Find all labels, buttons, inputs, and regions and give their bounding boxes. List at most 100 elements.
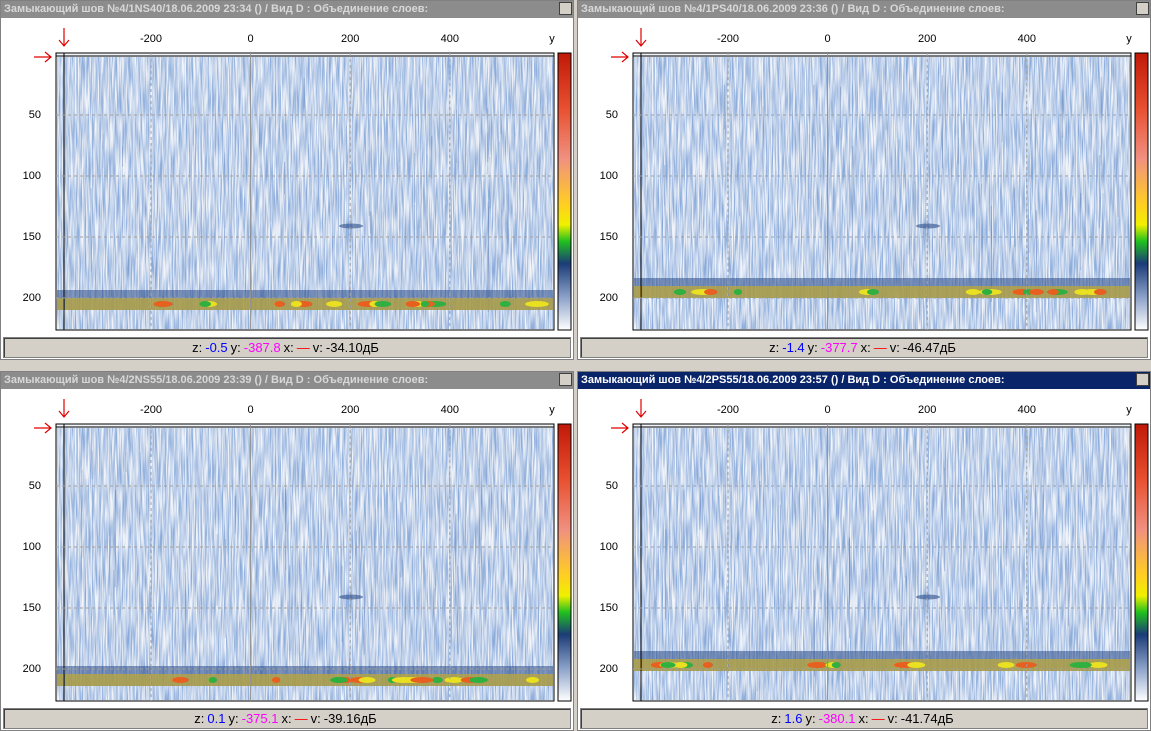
y-tick-label: 50: [606, 109, 618, 121]
status-y: -377.7: [821, 340, 858, 355]
status-z-label: z:: [771, 711, 781, 726]
view-panel: Замыкающий шов №4/2PS55/18.06.2009 23:57…: [577, 371, 1151, 731]
y-tick-label: 50: [29, 480, 41, 492]
echo-blob: [375, 301, 391, 307]
echo-blob: [272, 677, 280, 683]
y-tick-label: 100: [600, 541, 618, 553]
status-v-label: v:: [311, 711, 321, 726]
status-bar: z:1.6y:-380.1x:—v:-41.74дБ: [580, 708, 1148, 729]
marker-arrow-down: [636, 28, 646, 46]
status-x-label: x:: [284, 340, 294, 355]
x-tick-label: 0: [248, 404, 254, 416]
restore-button[interactable]: [1136, 2, 1149, 15]
color-scale: [558, 53, 571, 330]
x-tick-label: 200: [341, 33, 359, 45]
y-tick-label: 200: [600, 292, 618, 304]
echo-blob: [1094, 289, 1106, 295]
echo-blob: [660, 662, 675, 668]
x-tick-label: 0: [825, 33, 831, 45]
x-tick-label: y: [1126, 33, 1132, 45]
status-y-label: y:: [231, 340, 241, 355]
echo-blob: [982, 289, 992, 295]
x-tick-label: 400: [1018, 33, 1036, 45]
echo-blob: [966, 289, 981, 295]
y-tick-label: 50: [29, 109, 41, 121]
status-v-label: v:: [888, 711, 898, 726]
y-tick-label: 200: [600, 663, 618, 675]
x-tick-label: -200: [140, 404, 162, 416]
indication: [916, 595, 940, 600]
status-y-label: y:: [808, 340, 818, 355]
status-v: -46.47дБ: [903, 340, 956, 355]
back-wall-shadow: [634, 651, 1130, 659]
x-tick-label: 400: [1018, 404, 1036, 416]
title-bar: Замыкающий шов №4/1PS40/18.06.2009 23:36…: [578, 1, 1150, 18]
indication: [339, 595, 363, 600]
view-panel: Замыкающий шов №4/2NS55/18.06.2009 23:39…: [0, 371, 574, 731]
title-bar: Замыкающий шов №4/1NS40/18.06.2009 23:34…: [1, 1, 573, 18]
status-z-label: z:: [192, 340, 202, 355]
echo-blob: [734, 289, 742, 295]
indication: [916, 224, 940, 229]
back-wall-shadow: [57, 666, 553, 674]
echo-blob: [405, 301, 420, 307]
y-tick-label: 150: [23, 231, 41, 243]
status-y-label: y:: [805, 711, 815, 726]
echo-blob: [208, 677, 216, 683]
x-tick-label: y: [549, 33, 555, 45]
echo-blob: [359, 677, 376, 683]
status-x-label: x:: [858, 711, 868, 726]
echo-blob: [832, 662, 841, 668]
restore-button[interactable]: [1136, 373, 1149, 386]
status-x: —: [297, 340, 310, 355]
echo-blob: [675, 662, 688, 668]
title-text: Замыкающий шов №4/2PS55/18.06.2009 23:57…: [581, 374, 1005, 386]
x-tick-label: 200: [918, 33, 936, 45]
status-v: -34.10дБ: [326, 340, 379, 355]
view-panel: Замыкающий шов №4/1NS40/18.06.2009 23:34…: [0, 0, 574, 360]
echo-blob: [1029, 289, 1044, 295]
title-text: Замыкающий шов №4/1NS40/18.06.2009 23:34…: [4, 3, 428, 15]
echo-blob: [330, 677, 348, 683]
y-tick-label: 150: [600, 231, 618, 243]
echo-blob: [153, 301, 173, 307]
echo-blob: [998, 662, 1015, 668]
echo-blob: [1069, 662, 1092, 668]
status-z-label: z:: [769, 340, 779, 355]
y-tick-label: 100: [600, 170, 618, 182]
color-scale: [1135, 424, 1148, 701]
status-x-label: x:: [861, 340, 871, 355]
marker-arrow-down: [59, 28, 69, 46]
y-tick-label: 100: [23, 170, 41, 182]
y-tick-label: 150: [23, 602, 41, 614]
x-tick-label: 200: [341, 404, 359, 416]
y-tick-label: 200: [23, 663, 41, 675]
title-bar: Замыкающий шов №4/2PS55/18.06.2009 23:57…: [578, 372, 1150, 389]
echo-blob: [525, 301, 549, 307]
y-tick-label: 150: [600, 602, 618, 614]
title-text: Замыкающий шов №4/2NS55/18.06.2009 23:39…: [4, 374, 428, 386]
echo-blob: [199, 301, 211, 307]
echo-blob: [867, 289, 879, 295]
restore-button[interactable]: [559, 373, 572, 386]
x-tick-label: -200: [717, 33, 739, 45]
status-z: 0.1: [207, 711, 225, 726]
scan-view: 50 100 150 200 -200 0 200 400 y: [578, 18, 1150, 338]
echo-blob: [1048, 289, 1059, 295]
marker-arrow-right: [34, 423, 51, 433]
y-tick-label: 100: [23, 541, 41, 553]
color-scale: [1135, 53, 1148, 330]
x-tick-label: 400: [441, 33, 459, 45]
status-x-label: x:: [281, 711, 291, 726]
restore-button[interactable]: [559, 2, 572, 15]
echo-blob: [674, 289, 686, 295]
back-wall-shadow: [57, 290, 553, 298]
marker-arrow-right: [34, 52, 51, 62]
back-wall-shadow: [634, 278, 1130, 286]
status-y: -375.1: [242, 711, 279, 726]
marker-arrow-down: [636, 399, 646, 417]
app: Замыкающий шов №4/1NS40/18.06.2009 23:34…: [0, 0, 1151, 731]
echo-blob: [499, 301, 510, 307]
